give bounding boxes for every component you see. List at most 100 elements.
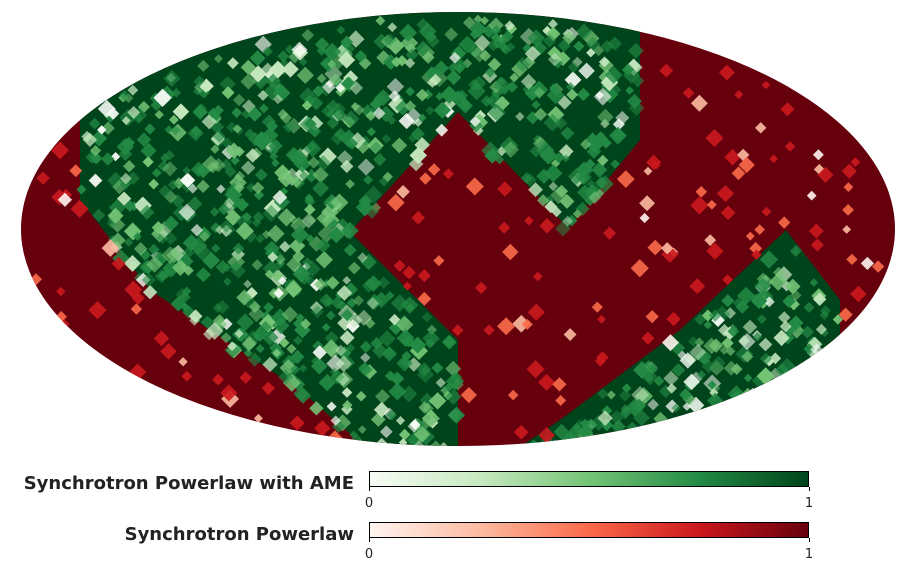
sky-pixel xyxy=(513,424,529,440)
sky-pixel xyxy=(188,309,203,324)
sky-pixel xyxy=(315,251,333,269)
sky-pixel xyxy=(395,416,406,426)
sky-pixel xyxy=(411,440,427,446)
sky-pixel xyxy=(241,212,252,222)
sky-pixel xyxy=(342,276,352,285)
sky-pixel xyxy=(722,274,733,286)
sky-pixel xyxy=(528,182,543,198)
sky-pixel xyxy=(278,337,290,348)
sky-map xyxy=(21,12,895,446)
sky-pixel xyxy=(127,106,141,119)
sky-pixel xyxy=(533,86,546,99)
sky-pixel xyxy=(527,29,545,47)
sky-pixel xyxy=(373,152,387,167)
sky-pixel xyxy=(458,35,477,54)
sky-pixel xyxy=(272,348,282,358)
sky-pixel xyxy=(358,361,371,375)
colorbar-reds xyxy=(369,522,809,538)
sky-pixel xyxy=(426,34,440,48)
sky-pixel xyxy=(425,105,435,116)
sky-pixel xyxy=(727,325,740,337)
sky-pixel xyxy=(274,82,287,96)
sky-pixel xyxy=(88,117,101,130)
sky-pixel xyxy=(808,223,824,239)
sky-pixel xyxy=(562,215,574,227)
colorbar-tick-max xyxy=(809,538,810,542)
sky-pixel xyxy=(779,320,792,333)
sky-pixel xyxy=(409,336,427,354)
sky-pixel xyxy=(236,289,253,306)
sky-pixel xyxy=(842,225,852,234)
sky-pixel xyxy=(203,328,216,341)
sky-pixel xyxy=(290,176,302,188)
sky-pixel xyxy=(773,329,790,347)
sky-pixel xyxy=(641,331,655,345)
sky-pixel xyxy=(335,355,353,373)
mollweide-sky-map xyxy=(21,12,895,446)
sky-pixel xyxy=(168,114,179,125)
sky-pixel xyxy=(170,125,181,136)
sky-pixel xyxy=(301,28,315,42)
sky-pixel xyxy=(469,20,487,38)
sky-pixel xyxy=(151,220,165,235)
sky-pixel xyxy=(445,388,462,405)
sky-pixel xyxy=(334,344,347,357)
sky-pixel xyxy=(277,170,295,188)
sky-pixel xyxy=(446,69,462,86)
sky-pixel xyxy=(316,45,327,56)
sky-pixel xyxy=(357,425,367,434)
sky-pixel xyxy=(502,243,519,261)
sky-pixel xyxy=(643,166,653,176)
sky-pixel xyxy=(769,154,779,164)
sky-pixel xyxy=(253,413,263,423)
sky-pixel xyxy=(584,418,598,432)
sky-pixel xyxy=(418,401,431,414)
sky-pixel xyxy=(480,16,490,26)
sky-pixel xyxy=(377,276,390,289)
sky-pixel xyxy=(602,226,617,240)
sky-pixel xyxy=(594,355,606,367)
sky-pixel xyxy=(124,200,136,212)
sky-pixel xyxy=(487,39,500,52)
sky-pixel xyxy=(832,314,844,325)
sky-pixel xyxy=(559,144,574,159)
sky-pixel xyxy=(178,203,196,221)
sky-pixel xyxy=(435,377,446,388)
colorbar-max-label: 1 xyxy=(804,496,814,511)
sky-pixel xyxy=(211,243,221,253)
sky-pixel xyxy=(140,142,157,159)
sky-pixel xyxy=(245,148,260,163)
sky-pixel xyxy=(586,179,596,189)
colorbar-tick-max xyxy=(809,487,810,491)
sky-pixel xyxy=(378,330,396,348)
sky-pixel xyxy=(248,306,265,323)
sky-pixel xyxy=(338,51,356,69)
sky-pixel xyxy=(379,425,393,439)
sky-pixel xyxy=(178,291,191,304)
colorbar-min-label: 0 xyxy=(364,496,374,511)
sky-pixel xyxy=(342,110,360,128)
sky-pixel xyxy=(384,370,396,382)
sky-pixel xyxy=(803,343,815,355)
sky-pixel xyxy=(536,168,552,184)
sky-pixel xyxy=(160,153,170,163)
sky-pixel xyxy=(246,182,256,193)
sky-pixel xyxy=(539,146,558,165)
sky-pixel xyxy=(396,329,415,348)
sky-pixel xyxy=(249,50,266,67)
sky-pixel xyxy=(264,269,274,279)
sky-pixel xyxy=(320,57,331,69)
sky-pixel xyxy=(566,88,579,101)
sky-pixel xyxy=(341,387,353,398)
sky-pixel xyxy=(449,51,461,64)
sky-pixel xyxy=(342,399,353,411)
sky-pixel xyxy=(327,59,337,69)
colorbar-greens xyxy=(369,471,809,487)
sky-pixel xyxy=(441,334,457,350)
sky-pixel xyxy=(559,194,575,209)
sky-pixel xyxy=(677,350,688,361)
sky-pixel xyxy=(255,234,265,244)
sky-pixel xyxy=(240,73,257,90)
sky-pixel xyxy=(474,34,491,52)
sky-pixel xyxy=(473,14,483,24)
